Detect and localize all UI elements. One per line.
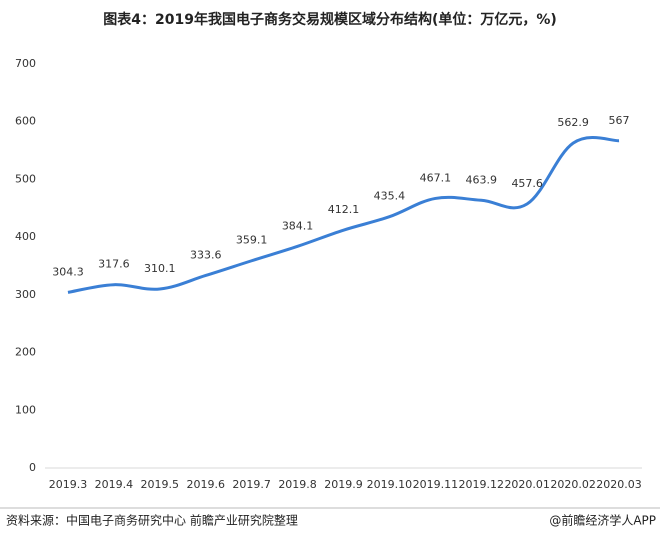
x-tick-label: 2019.10	[367, 478, 413, 491]
data-label: 467.1	[420, 171, 452, 184]
x-tick-label: 2020.03	[596, 478, 642, 491]
data-label: 567	[609, 114, 630, 127]
x-tick-label: 2019.6	[186, 478, 225, 491]
x-tick-label: 2019.4	[95, 478, 134, 491]
chart-title: 图表4：2019年我国电子商务交易规模区域分布结构(单位：万亿元，%)	[103, 11, 557, 28]
x-tick-label: 2019.3	[49, 478, 88, 491]
data-label: 463.9	[466, 173, 498, 186]
data-label: 412.1	[328, 203, 360, 216]
x-tick-label: 2019.7	[232, 478, 271, 491]
x-tick-label: 2019.9	[324, 478, 363, 491]
data-label: 384.1	[282, 219, 314, 232]
data-label: 304.3	[52, 265, 84, 278]
y-tick-label: 0	[29, 461, 36, 474]
x-tick-label: 2019.8	[278, 478, 317, 491]
x-tick-label: 2019.5	[141, 478, 180, 491]
x-tick-label: 2019.11	[413, 478, 459, 491]
y-tick-label: 500	[15, 172, 36, 185]
data-label: 562.9	[557, 116, 589, 129]
x-tick-label: 2020.02	[550, 478, 596, 491]
y-tick-label: 200	[15, 346, 36, 359]
data-label: 310.1	[144, 262, 176, 275]
line	[67, 135, 620, 294]
data-label: 359.1	[236, 234, 268, 247]
credit: @前瞻经济学人APP	[549, 513, 656, 528]
data-label: 435.4	[374, 190, 406, 203]
y-tick-label: 600	[15, 115, 36, 128]
data-label: 317.6	[98, 258, 130, 271]
y-tick-label: 100	[15, 403, 36, 416]
y-tick-label: 700	[15, 57, 36, 70]
data-label: 333.6	[190, 248, 222, 261]
x-tick-label: 2019.12	[459, 478, 505, 491]
x-tick-label: 2020.01	[504, 478, 550, 491]
source: 资料来源：中国电子商务研究中心 前瞻产业研究院整理	[6, 513, 298, 528]
y-tick-label: 300	[15, 288, 36, 301]
y-tick-label: 400	[15, 230, 36, 243]
data-label: 457.6	[511, 177, 543, 190]
